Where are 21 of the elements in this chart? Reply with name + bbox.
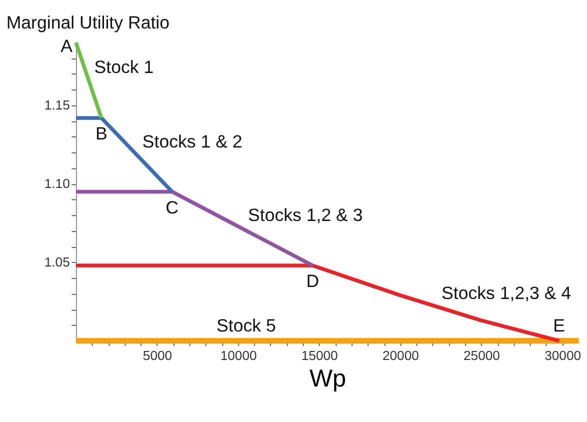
x-tick-label: 10000 — [220, 348, 257, 364]
y-tick-label: 1.05 — [44, 254, 70, 270]
y-axis-title: Marginal Utility Ratio — [6, 12, 170, 33]
series-label: Stock 1 — [94, 56, 154, 77]
y-tick-label: 1.15 — [44, 98, 70, 113]
annotation: B — [95, 124, 108, 144]
annotation: E — [553, 315, 566, 336]
x-tick-label: 25000 — [464, 348, 500, 364]
series-label: Stocks 1 & 2 — [142, 131, 242, 152]
x-tick-label: 30000 — [544, 348, 582, 364]
series-label: Stocks 1,2,3 & 4 — [442, 282, 572, 303]
series-label: Stocks 1,2 & 3 — [248, 205, 363, 226]
x-tick-label: 20000 — [382, 348, 419, 364]
x-tick-label: 15000 — [301, 348, 338, 364]
y-tick-label: 1.10 — [44, 176, 70, 192]
x-tick-label: 5000 — [142, 348, 172, 364]
series-label: Stock 5 — [216, 315, 276, 336]
x-axis-title: Wp — [309, 365, 346, 392]
annotation: C — [166, 197, 179, 218]
annotation: D — [306, 271, 320, 292]
annotation: A — [60, 36, 73, 56]
